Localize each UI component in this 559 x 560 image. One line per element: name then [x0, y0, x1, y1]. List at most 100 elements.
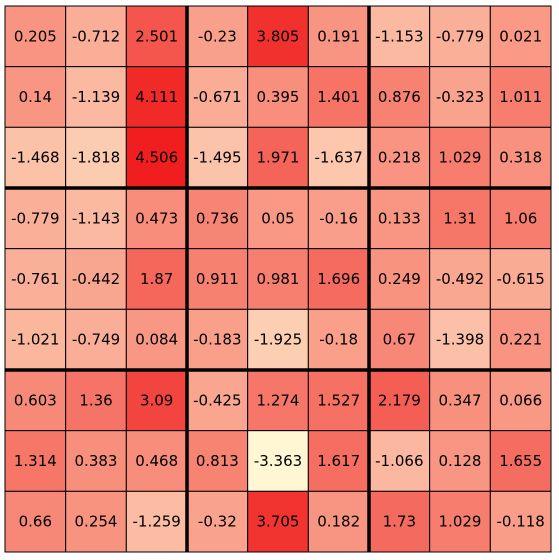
- heatmap-cell-label-r1-c5: 1.401: [317, 88, 360, 106]
- heatmap-cell-label-r0-c0: 0.205: [14, 27, 57, 45]
- heatmap-cell-label-r7-c7: 0.128: [439, 452, 482, 470]
- heatmap-cell-label-r0-c1: -0.712: [72, 27, 120, 45]
- heatmap-cell-label-r3-c6: 0.133: [378, 209, 421, 227]
- heatmap-cell-label-r0-c2: 2.501: [135, 27, 178, 45]
- heatmap-cell-r8-c0: [4, 490, 67, 553]
- heatmap-cell-label-r4-c8: -0.615: [496, 270, 544, 288]
- heatmap-cell-label-r4-c2: 1.87: [140, 270, 173, 288]
- heatmap-cell-label-r4-c0: -0.761: [11, 270, 59, 288]
- heatmap-cell-r0-c7: [429, 5, 491, 68]
- heatmap-cell-r7-c6: [368, 430, 431, 492]
- heatmap-cell-r8-c1: [65, 490, 127, 553]
- heatmap-cell-label-r7-c3: 0.813: [196, 452, 239, 470]
- heatmap-cell-label-r4-c5: 1.696: [317, 270, 360, 288]
- heatmap-cell-label-r5-c2: 0.084: [135, 331, 178, 349]
- heatmap-cell-r3-c1: [65, 187, 127, 250]
- heatmap-cell-r4-c0: [4, 248, 67, 310]
- heatmap-cell-r6-c0: [4, 369, 67, 432]
- heatmap-cell-label-r3-c5: -0.16: [319, 209, 358, 227]
- heatmap-cell-r5-c7: [429, 308, 491, 371]
- heatmap-cell-label-r7-c8: 1.655: [499, 452, 542, 470]
- heatmap-cell-label-r0-c5: 0.191: [317, 27, 360, 45]
- heatmap-cell-label-r8-c2: -1.259: [132, 513, 180, 531]
- heatmap-cell-label-r7-c6: -1.066: [375, 452, 423, 470]
- heatmap-cell-label-r6-c1: 1.36: [79, 391, 112, 409]
- heatmap-cell-label-r3-c8: 1.06: [504, 209, 537, 227]
- heatmap-cell-r5-c0: [4, 308, 67, 371]
- heatmap-cell-label-r8-c5: 0.182: [317, 513, 360, 531]
- heatmap-cell-label-r4-c7: -0.492: [436, 270, 484, 288]
- heatmap-cell-label-r2-c7: 1.029: [439, 149, 482, 167]
- heatmap-cell-label-r8-c4: 3.705: [257, 513, 300, 531]
- block-separators: [4, 5, 552, 553]
- heatmap-cell-r7-c2: [125, 430, 188, 492]
- heatmap-cell-label-r4-c4: 0.981: [257, 270, 300, 288]
- heatmap-cell-r5-c8: [489, 308, 552, 371]
- heatmap-cell-label-r4-c3: 0.911: [196, 270, 239, 288]
- heatmap-cell-label-r1-c8: 1.011: [499, 88, 542, 106]
- heatmap-cell-r8-c4: [247, 490, 309, 553]
- heatmap-cell-label-r6-c7: 0.347: [439, 391, 482, 409]
- heatmap-cell-label-r0-c7: -0.779: [436, 27, 484, 45]
- heatmap-cell-r0-c5: [307, 5, 370, 68]
- heatmap-cell-label-r6-c0: 0.603: [14, 391, 57, 409]
- heatmap-cell-r4-c2: [125, 248, 188, 310]
- heatmap-cell-r2-c4: [247, 126, 309, 189]
- heatmap-cell-label-r0-c3: -0.23: [198, 27, 237, 45]
- heatmap-cell-r0-c0: [4, 5, 67, 68]
- heatmap-cell-r8-c2: [125, 490, 188, 553]
- heatmap-cell-r6-c6: [368, 369, 431, 432]
- heatmap-cell-label-r5-c8: 0.221: [499, 331, 542, 349]
- heatmap-cell-label-r7-c1: 0.383: [75, 452, 118, 470]
- heatmap-cell-r5-c1: [65, 308, 127, 371]
- heatmap-cell-label-r8-c8: -0.118: [496, 513, 544, 531]
- heatmap-cell-label-r1-c2: 4.111: [135, 88, 178, 106]
- heatmap-cell-r3-c8: [489, 187, 552, 250]
- heatmap-cell-label-r2-c1: -1.818: [72, 149, 120, 167]
- heatmap-cell-label-r5-c1: -0.749: [72, 331, 120, 349]
- heatmap-cell-r4-c8: [489, 248, 552, 310]
- heatmap-cell-r1-c7: [429, 66, 491, 128]
- heatmap-cell-label-r1-c1: -1.139: [72, 88, 120, 106]
- heatmap-cell-label-r6-c6: 2.179: [378, 391, 421, 409]
- heatmap-cell-label-r4-c1: -0.442: [72, 270, 120, 288]
- heatmap-cell-r8-c8: [489, 490, 552, 553]
- heatmap-cell-label-r5-c7: -1.398: [436, 331, 484, 349]
- heatmap-cell-label-r2-c3: -1.495: [193, 149, 241, 167]
- heatmap-cell-r4-c5: [307, 248, 370, 310]
- heatmap-cell-r1-c0: [4, 66, 67, 128]
- heatmap-cell-label-r1-c3: -0.671: [193, 88, 241, 106]
- heatmap-cell-label-r3-c3: 0.736: [196, 209, 239, 227]
- heatmap-cell-label-r3-c0: -0.779: [11, 209, 59, 227]
- heatmap-cell-r5-c2: [125, 308, 188, 371]
- heatmap-cell-r1-c4: [247, 66, 309, 128]
- heatmap-cell-label-r7-c5: 1.617: [317, 452, 360, 470]
- heatmap-cell-label-r2-c6: 0.218: [378, 149, 421, 167]
- heatmap-cell-label-r8-c3: -0.32: [198, 513, 237, 531]
- heatmap-cell-r2-c6: [368, 126, 431, 189]
- heatmap-cell-r7-c3: [186, 430, 249, 492]
- heatmap-cell-r2-c2: [125, 126, 188, 189]
- heatmap-cell-label-r2-c2: 4.506: [135, 149, 178, 167]
- heatmap-cell-r0-c1: [65, 5, 127, 68]
- heatmap-cell-label-r7-c4: -3.363: [254, 452, 302, 470]
- heatmap-cell-label-r2-c0: -1.468: [11, 149, 59, 167]
- heatmap-cells: 0.205 -0.712 2.501 -0.23 3.805 0.191 -1.153 -0.…: [4, 5, 552, 553]
- heatmap-cell-r5-c3: [186, 308, 249, 371]
- heatmap-cell-label-r1-c0: 0.14: [19, 88, 52, 106]
- heatmap-cell-label-r1-c6: 0.876: [378, 88, 421, 106]
- heatmap-cell-label-r5-c3: -0.183: [193, 331, 241, 349]
- heatmap-cell-label-r5-c6: 0.67: [383, 331, 416, 349]
- heatmap-cell-r7-c5: [307, 430, 370, 492]
- heatmap-cell-label-r1-c4: 0.395: [257, 88, 300, 106]
- heatmap-cell-label-r2-c8: 0.318: [499, 149, 542, 167]
- heatmap-cell-r4-c3: [186, 248, 249, 310]
- heatmap-cell-label-r5-c0: -1.021: [11, 331, 59, 349]
- heatmap-cell-label-r0-c6: -1.153: [375, 27, 423, 45]
- heatmap-cell-label-r3-c2: 0.473: [135, 209, 178, 227]
- heatmap-cell-r7-c8: [489, 430, 552, 492]
- heatmap-cell-r6-c4: [247, 369, 309, 432]
- heatmap-cell-label-r7-c2: 0.468: [135, 452, 178, 470]
- heatmap-cell-label-r7-c0: 1.314: [14, 452, 57, 470]
